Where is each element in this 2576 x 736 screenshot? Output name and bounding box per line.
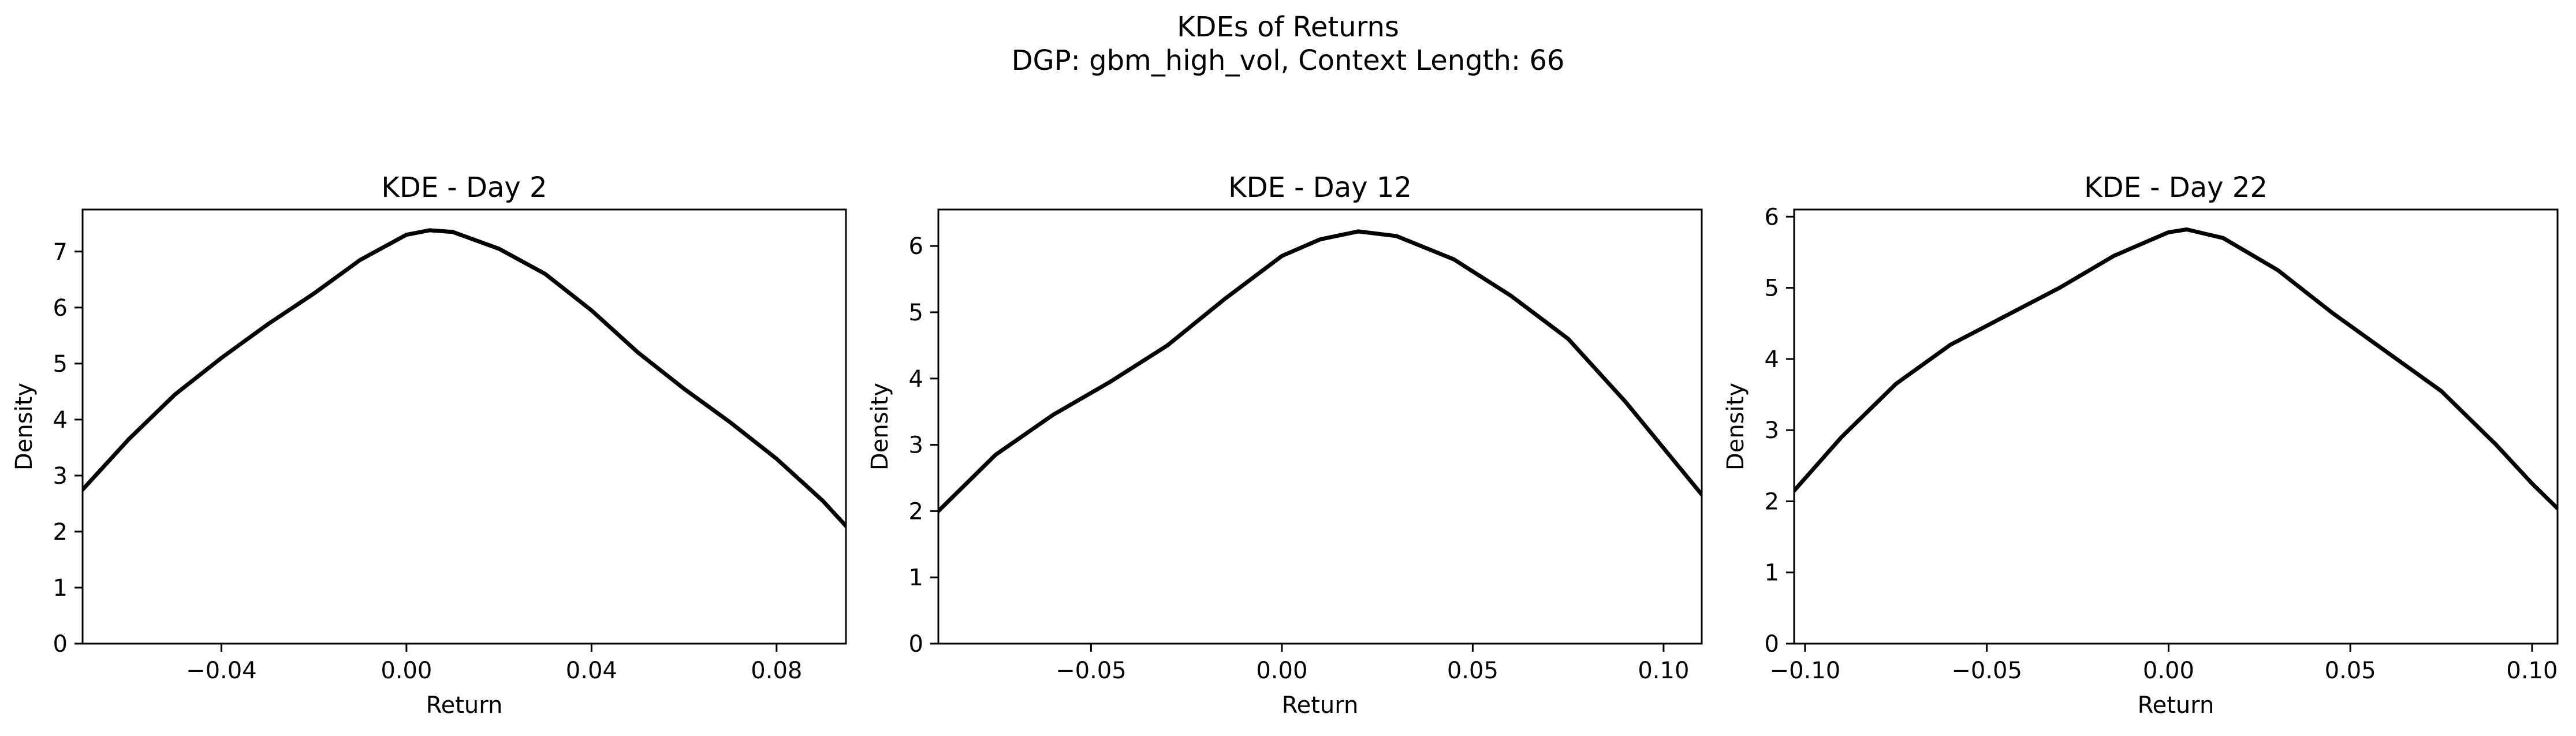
subplot-title: KDE - Day 12 bbox=[1228, 171, 1412, 204]
axes-frame bbox=[937, 208, 1703, 645]
x-tick-label: 0.08 bbox=[751, 657, 802, 684]
figure-title: KDEs of Returns bbox=[1177, 11, 1399, 43]
y-tick-label: 5 bbox=[1765, 275, 1779, 302]
x-tick-label: 0.10 bbox=[2506, 657, 2558, 684]
y-tick-label: 3 bbox=[1765, 417, 1779, 444]
y-axis-label: Density bbox=[11, 383, 38, 470]
axes-frame bbox=[81, 208, 847, 645]
y-tick-label: 3 bbox=[909, 432, 923, 459]
x-tick-label: −0.05 bbox=[1056, 657, 1127, 684]
x-axis-label: Return bbox=[1282, 692, 1359, 719]
x-tick-label: 0.04 bbox=[566, 657, 617, 684]
axes-frame bbox=[1793, 208, 2559, 645]
y-tick-label: 4 bbox=[1765, 346, 1779, 373]
y-tick-label: 6 bbox=[53, 295, 68, 322]
y-tick-label: 1 bbox=[909, 565, 923, 591]
y-tick-label: 2 bbox=[909, 498, 923, 525]
figure-subtitle: DGP: gbm_high_vol, Context Length: 66 bbox=[1011, 44, 1565, 77]
x-tick-label: 0.05 bbox=[1447, 657, 1498, 684]
kde-curve bbox=[83, 228, 846, 528]
y-tick-label: 6 bbox=[1765, 204, 1779, 230]
x-axis-label: Return bbox=[2138, 692, 2215, 719]
y-tick-label: 3 bbox=[53, 463, 68, 490]
subplot-1: −0.04 0.00 0.04 0.08 0 1 2 3 4 5 6 7 KDE - Day 2 Retu… bbox=[11, 171, 847, 719]
x-tick-label: −0.10 bbox=[1770, 657, 1841, 684]
y-tick-label: 4 bbox=[909, 366, 923, 393]
x-tick-label: 0.10 bbox=[1638, 657, 1689, 684]
subplot-3: −0.10 −0.05 0.00 0.05 0.10 0 1 2 3 4 5 6 KDE - Day 2… bbox=[1723, 171, 2559, 719]
x-tick-label: 0.00 bbox=[1256, 657, 1307, 684]
y-tick-label: 4 bbox=[53, 407, 68, 434]
y-axis-label: Density bbox=[867, 383, 893, 470]
y-tick-label: 6 bbox=[909, 233, 923, 260]
x-tick-label: −0.04 bbox=[186, 657, 257, 684]
y-tick-label: 0 bbox=[1765, 631, 1779, 657]
y-tick-label: 5 bbox=[909, 300, 923, 326]
y-tick-label: 0 bbox=[909, 631, 923, 657]
x-axis-label: Return bbox=[426, 692, 503, 719]
x-tick-label: −0.05 bbox=[1951, 657, 2022, 684]
x-tick-label: 0.00 bbox=[2143, 657, 2194, 684]
y-tick-label: 1 bbox=[1765, 560, 1779, 586]
kde-curve bbox=[1794, 227, 2558, 511]
kde-curve bbox=[938, 229, 1702, 513]
y-tick-label: 7 bbox=[53, 239, 68, 266]
x-tick-label: 0.00 bbox=[381, 657, 432, 684]
y-tick-label: 0 bbox=[53, 631, 68, 657]
y-tick-label: 1 bbox=[53, 575, 68, 601]
subplot-title: KDE - Day 22 bbox=[2084, 171, 2268, 204]
y-tick-label: 2 bbox=[53, 519, 68, 546]
y-tick-label: 2 bbox=[1765, 488, 1779, 515]
y-axis-label: Density bbox=[1723, 383, 1749, 470]
y-tick-label: 5 bbox=[53, 351, 68, 378]
x-tick-label: 0.05 bbox=[2325, 657, 2376, 684]
subplot-title: KDE - Day 2 bbox=[381, 171, 547, 204]
subplot-2: −0.05 0.00 0.05 0.10 0 1 2 3 4 5 6 KDE - Day 12 Retu… bbox=[867, 171, 1703, 719]
